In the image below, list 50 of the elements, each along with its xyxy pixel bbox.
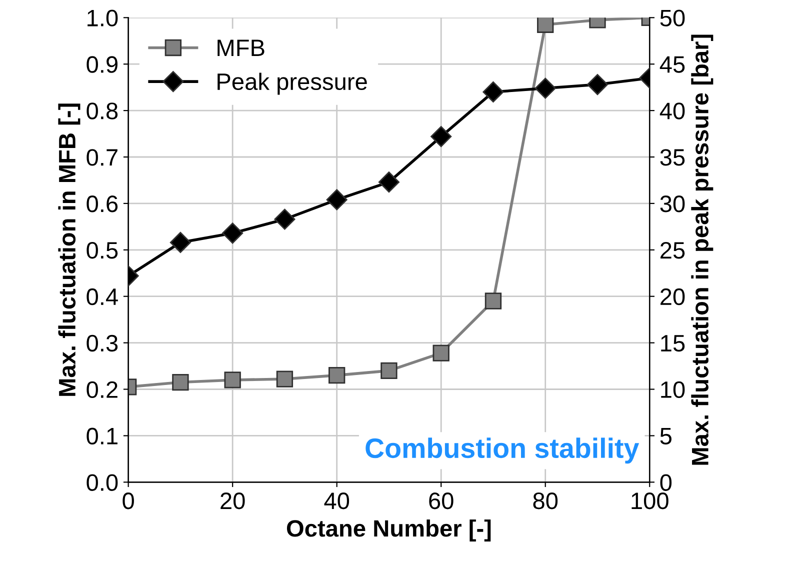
x-tick-label: 0 [122,492,134,510]
legend-label: MFB [218,40,264,56]
y2-tick-label: 45 [660,56,685,73]
x-axis-title: Octane Number [-] [286,519,491,542]
point [328,366,346,384]
point [484,292,502,310]
point [172,374,189,391]
y-tick-label: 0.8 [86,102,118,120]
y2-tick-label: 5 [660,428,672,444]
x-tick-label: 20 [220,492,245,510]
y-tick-label: 0.9 [86,56,118,73]
point [276,370,294,388]
point [432,344,450,362]
y2-tick-label: 0 [660,474,672,491]
point [224,372,241,388]
x-tick-label: 80 [533,492,558,510]
legend-label: Peak pressure [218,72,367,95]
x-tick-label: 100 [632,492,668,510]
y2-tick-label: 20 [660,288,685,306]
point [378,172,400,193]
y-tick-label: 0.7 [86,149,118,166]
point [482,81,504,102]
y-tick-label: 0.2 [86,381,118,398]
y2-tick-label: 25 [660,242,685,259]
point [586,74,608,96]
point [430,126,452,148]
y-axis-title: Max. fluctuation in MFB [-] [58,104,80,396]
point [380,362,398,380]
point [534,78,556,99]
point [222,222,244,244]
y2-tick-label: 10 [661,381,685,398]
y-tick-label: 0.5 [86,242,118,259]
point [274,208,296,230]
y2-tick-label: 15 [661,335,685,352]
point [326,189,348,210]
x-tick-label: 40 [324,492,350,510]
y-tick-label: 1.0 [88,10,118,26]
y2-tick-label: 40 [660,102,685,120]
y-tick-label: 0.0 [86,474,118,491]
y2-axis-title: Max. fluctuation in peak pressure [bar] [691,34,714,465]
y2-tick-label: 50 [660,10,685,26]
y2-tick-label: 35 [660,149,685,166]
y-tick-label: 0.3 [86,334,118,352]
y2-tick-label: 30 [660,196,685,212]
annotation: Combustion stability [366,438,640,464]
y-tick-label: 0.4 [86,288,118,306]
point [170,232,191,253]
y-tick-label: 0.1 [86,428,118,444]
y-tick-label: 0.6 [86,196,118,212]
x-tick-label: 60 [429,492,454,510]
